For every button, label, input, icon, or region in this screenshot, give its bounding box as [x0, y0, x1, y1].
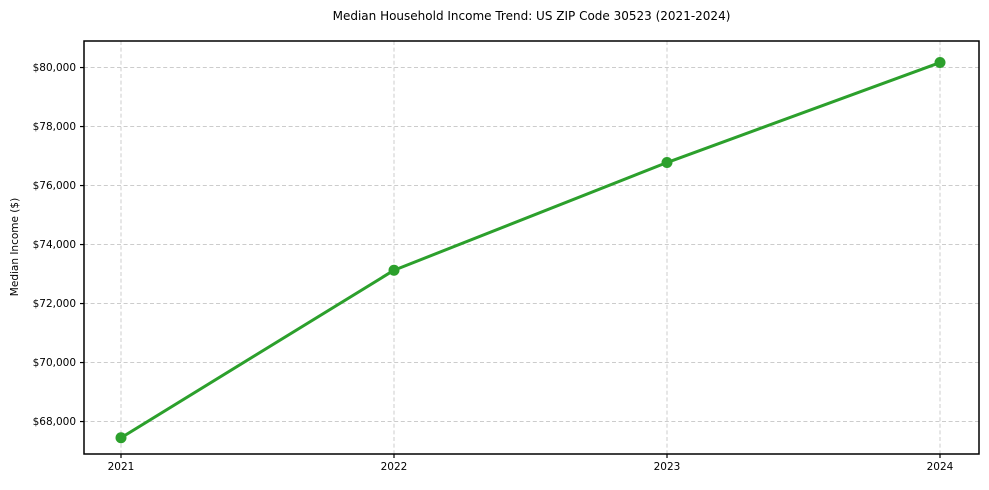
data-point-marker [661, 157, 673, 169]
y-tick-label: $80,000 [33, 62, 76, 74]
x-tick-label: 2021 [108, 461, 135, 473]
x-tick-label: 2023 [654, 461, 681, 473]
income-trend-line [119, 61, 942, 440]
y-tick-label: $76,000 [33, 180, 76, 192]
x-tick-label: 2024 [927, 461, 954, 473]
data-point-marker [934, 57, 946, 69]
y-tick-label: $72,000 [33, 298, 76, 310]
data-point-marker [388, 264, 400, 276]
plot-frame [83, 40, 980, 455]
x-tick-label: 2022 [381, 461, 408, 473]
y-tick-label: $68,000 [33, 416, 76, 428]
y-tick-label: $74,000 [33, 239, 76, 251]
y-tick-label: $78,000 [33, 121, 76, 133]
y-tick-label: $70,000 [33, 357, 76, 369]
chart-title: Median Household Income Trend: US ZIP Co… [332, 9, 731, 23]
data-point-marker [115, 432, 127, 444]
